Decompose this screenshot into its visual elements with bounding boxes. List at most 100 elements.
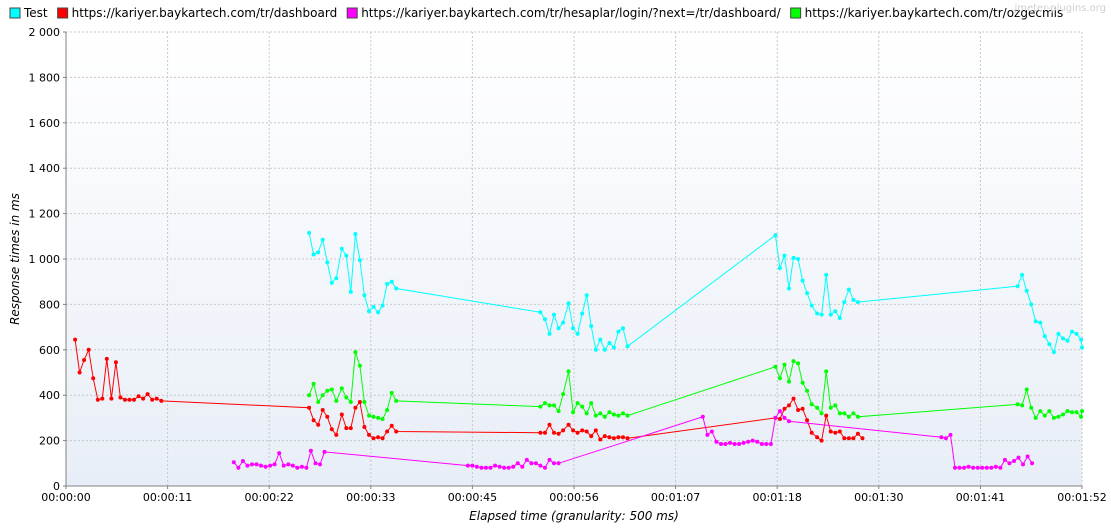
data-point	[556, 409, 561, 414]
data-point	[971, 465, 976, 470]
data-point	[625, 344, 630, 349]
data-point	[91, 376, 96, 381]
data-point	[154, 396, 159, 401]
data-point	[800, 380, 805, 385]
data-point	[575, 331, 580, 336]
data-point	[1021, 462, 1025, 467]
legend-item-3: https://kariyer.baykartech.com/tr/hesapl…	[346, 6, 782, 20]
x-tick-label: 00:00:11	[143, 491, 192, 504]
data-point	[320, 393, 325, 398]
data-point	[311, 252, 316, 257]
data-point	[837, 411, 842, 416]
data-point	[465, 463, 470, 468]
y-axis-title: Response times in ms	[8, 193, 22, 325]
data-point	[719, 442, 723, 446]
data-point	[1016, 455, 1021, 460]
data-point	[777, 409, 782, 414]
data-point	[82, 358, 87, 362]
data-point	[723, 442, 728, 446]
grid-lines	[65, 31, 1083, 487]
data-point	[561, 392, 566, 397]
data-point	[571, 428, 576, 433]
data-point	[593, 347, 598, 352]
data-point	[362, 293, 367, 298]
data-point	[334, 276, 339, 281]
data-point	[488, 465, 493, 470]
data-point	[127, 397, 132, 402]
data-point	[322, 449, 327, 454]
data-point	[860, 436, 865, 441]
data-point	[263, 464, 268, 469]
data-point	[1079, 414, 1084, 419]
data-point	[159, 398, 164, 403]
data-point	[272, 462, 277, 467]
data-point	[750, 438, 755, 443]
series-4	[307, 350, 1084, 421]
data-point	[334, 398, 339, 403]
legend-swatch	[57, 7, 69, 19]
data-point	[281, 463, 286, 468]
data-point	[796, 361, 801, 366]
data-point	[782, 415, 787, 420]
data-point	[552, 312, 556, 317]
data-point	[837, 429, 842, 434]
data-point	[136, 394, 141, 399]
data-point	[348, 400, 353, 404]
data-point	[329, 387, 334, 392]
series-2	[73, 337, 865, 443]
data-point	[819, 312, 824, 317]
data-point	[299, 464, 304, 469]
data-point	[796, 257, 801, 261]
data-point	[791, 359, 796, 364]
data-point	[777, 417, 782, 421]
data-point	[552, 461, 556, 466]
data-point	[962, 465, 967, 470]
data-point	[611, 345, 616, 350]
data-point	[980, 465, 985, 470]
data-point	[824, 272, 829, 277]
data-point	[348, 289, 353, 294]
data-point	[320, 237, 325, 242]
data-point	[791, 255, 796, 260]
data-point	[543, 317, 547, 322]
data-point	[552, 430, 556, 435]
data-point	[344, 395, 349, 400]
data-point	[493, 463, 498, 468]
data-point	[308, 448, 313, 453]
data-point	[584, 411, 589, 416]
data-point	[380, 303, 385, 308]
x-tick-label: 00:01:18	[752, 491, 801, 504]
data-point	[787, 379, 791, 384]
data-point	[371, 304, 376, 309]
legend-item-2: https://kariyer.baykartech.com/tr/dashbo…	[57, 6, 337, 20]
data-point	[828, 405, 833, 410]
data-point	[851, 411, 856, 416]
data-point	[561, 320, 566, 325]
data-point	[250, 462, 254, 467]
data-point	[809, 402, 814, 407]
data-point	[773, 415, 778, 420]
data-point	[589, 401, 594, 406]
data-point	[240, 459, 245, 463]
data-point	[1061, 412, 1065, 417]
data-point	[1029, 405, 1034, 410]
data-point	[787, 403, 791, 408]
data-point	[1056, 414, 1061, 419]
data-point	[511, 464, 516, 469]
data-point	[538, 310, 543, 315]
data-point	[805, 291, 810, 296]
data-point	[993, 464, 998, 469]
data-point	[380, 417, 385, 421]
data-point	[538, 404, 543, 409]
data-point	[325, 388, 330, 393]
data-point	[371, 414, 376, 419]
data-point	[1020, 272, 1025, 277]
data-point	[286, 462, 291, 467]
data-point	[290, 463, 295, 468]
data-point	[344, 253, 349, 258]
data-point	[782, 253, 787, 258]
data-point	[580, 428, 585, 433]
data-point	[307, 393, 312, 398]
legend-swatch	[346, 7, 358, 19]
data-point	[768, 442, 773, 446]
